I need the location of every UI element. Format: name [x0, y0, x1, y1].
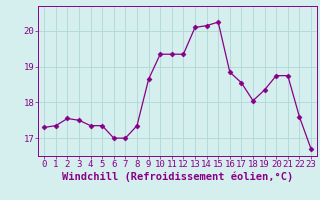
- X-axis label: Windchill (Refroidissement éolien,°C): Windchill (Refroidissement éolien,°C): [62, 172, 293, 182]
